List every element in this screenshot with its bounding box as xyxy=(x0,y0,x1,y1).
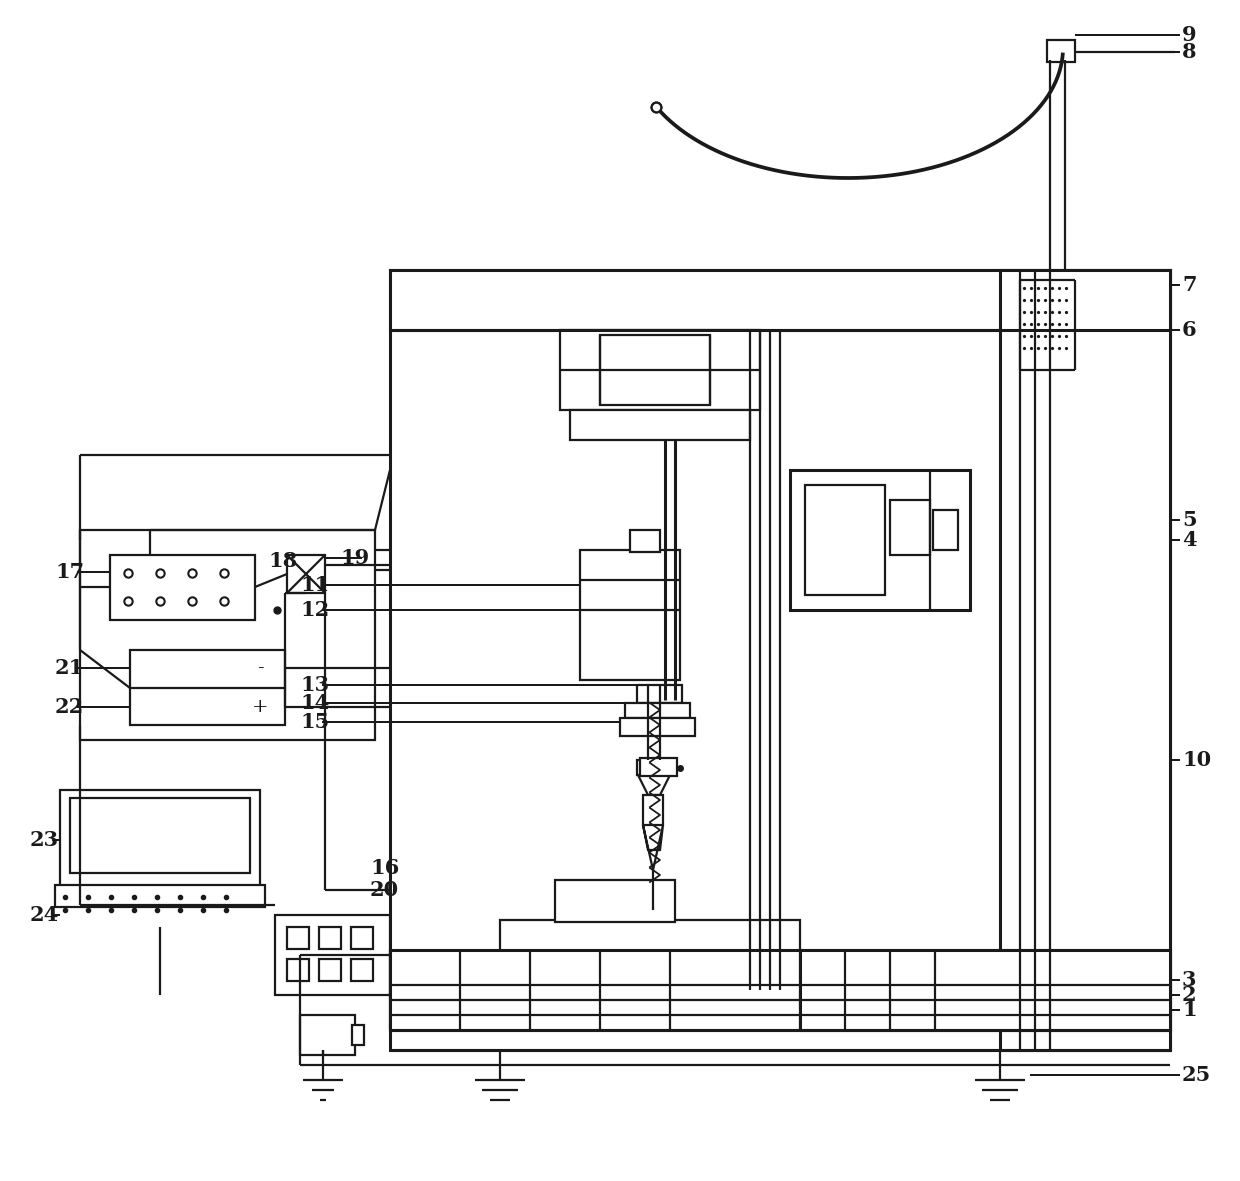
Bar xyxy=(805,485,885,595)
Text: 1: 1 xyxy=(1182,1000,1197,1020)
Bar xyxy=(556,880,675,922)
Text: 2: 2 xyxy=(1182,985,1197,1005)
Text: 17: 17 xyxy=(55,562,84,582)
Bar xyxy=(637,685,682,703)
Bar xyxy=(391,270,1171,1050)
Bar xyxy=(391,270,1171,329)
Bar xyxy=(625,703,689,718)
Text: -: - xyxy=(257,659,263,677)
Bar xyxy=(630,530,660,552)
Bar xyxy=(644,795,663,826)
Bar xyxy=(570,410,750,441)
Bar xyxy=(69,798,250,873)
Text: 6: 6 xyxy=(1182,320,1197,340)
Text: 24: 24 xyxy=(30,905,60,925)
Text: 13: 13 xyxy=(300,676,329,694)
Bar xyxy=(275,915,391,996)
Text: 15: 15 xyxy=(300,712,330,732)
Bar xyxy=(932,510,959,550)
Bar xyxy=(391,950,1171,1030)
Bar xyxy=(286,959,309,981)
Text: 14: 14 xyxy=(300,693,330,713)
Bar xyxy=(640,758,677,776)
Text: 5: 5 xyxy=(1182,510,1197,530)
Bar xyxy=(600,335,711,405)
Bar xyxy=(999,270,1171,1050)
Text: 16: 16 xyxy=(370,859,399,877)
Bar xyxy=(890,500,930,555)
Bar xyxy=(1047,40,1075,61)
Bar xyxy=(110,555,255,620)
Text: 4: 4 xyxy=(1182,530,1197,550)
Bar xyxy=(637,761,672,775)
Text: 21: 21 xyxy=(55,658,84,678)
Text: 19: 19 xyxy=(340,548,370,568)
Text: 3: 3 xyxy=(1182,970,1197,990)
Bar xyxy=(790,470,970,611)
Text: 12: 12 xyxy=(300,600,330,620)
Bar xyxy=(55,885,265,907)
Bar xyxy=(60,790,260,905)
Bar xyxy=(620,718,694,736)
Bar xyxy=(130,650,285,725)
Text: 8: 8 xyxy=(1182,43,1197,61)
Bar xyxy=(351,927,373,950)
Bar xyxy=(286,555,325,593)
Bar xyxy=(500,920,800,965)
Bar xyxy=(351,959,373,981)
Text: +: + xyxy=(252,698,268,716)
Bar xyxy=(286,927,309,950)
Bar xyxy=(319,927,341,950)
Bar xyxy=(352,1025,365,1045)
Bar xyxy=(300,1014,355,1055)
Text: 9: 9 xyxy=(1182,25,1197,45)
Text: 11: 11 xyxy=(300,575,330,595)
Bar xyxy=(81,530,374,740)
Text: 22: 22 xyxy=(55,697,84,717)
Polygon shape xyxy=(639,775,670,795)
Bar xyxy=(319,959,341,981)
Bar xyxy=(580,550,680,680)
Polygon shape xyxy=(644,826,663,870)
Bar xyxy=(800,950,1171,1030)
Text: 7: 7 xyxy=(1182,275,1197,295)
Bar xyxy=(560,329,760,410)
Text: 18: 18 xyxy=(268,552,298,570)
Text: 25: 25 xyxy=(1182,1065,1211,1085)
Text: 10: 10 xyxy=(1182,750,1211,770)
Text: 20: 20 xyxy=(370,880,399,900)
Text: 23: 23 xyxy=(30,830,60,850)
